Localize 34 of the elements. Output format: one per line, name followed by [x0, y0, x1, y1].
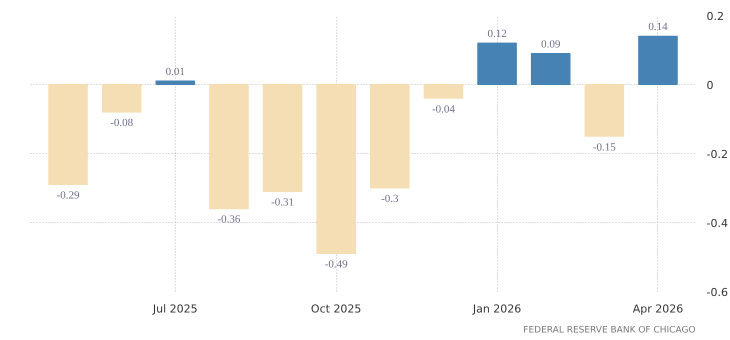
bar [48, 84, 88, 186]
data-label: -0.04 [432, 103, 456, 116]
data-label: 0.01 [166, 66, 185, 78]
data-label: 0.09 [541, 38, 561, 50]
x-tick-label: Jan 2026 [472, 302, 522, 316]
y-tick-label: -0.2 [706, 148, 728, 161]
bar [477, 42, 517, 85]
data-label: -0.36 [217, 214, 241, 226]
data-label: 0.12 [487, 28, 507, 40]
bar [262, 84, 302, 192]
bar [370, 84, 410, 188]
bar [209, 84, 249, 210]
x-tick-label: Apr 2026 [632, 302, 684, 316]
data-label: -0.08 [110, 117, 134, 130]
x-tick-label: Jul 2025 [152, 302, 198, 316]
data-label: -0.29 [56, 190, 80, 202]
y-tick-label: -0.6 [706, 286, 728, 299]
bar [102, 84, 142, 113]
data-label: -0.31 [271, 196, 294, 208]
bar [530, 52, 571, 85]
data-label: -0.49 [324, 258, 348, 271]
data-label: -0.3 [381, 193, 400, 205]
data-label: 0.14 [648, 21, 668, 34]
y-tick-label: 0.2 [706, 10, 724, 23]
data-label: -0.15 [592, 141, 616, 154]
text: FEDERAL RESERVE BANK OF CHICAGO [523, 326, 696, 336]
x-tick-label: Oct 2025 [310, 302, 362, 316]
bar [155, 80, 196, 85]
y-tick-label: 0 [706, 79, 714, 92]
bar [584, 84, 624, 137]
y-tick-label: -0.4 [706, 217, 728, 230]
bar [638, 36, 678, 85]
bar [316, 84, 356, 254]
bar [424, 84, 464, 99]
